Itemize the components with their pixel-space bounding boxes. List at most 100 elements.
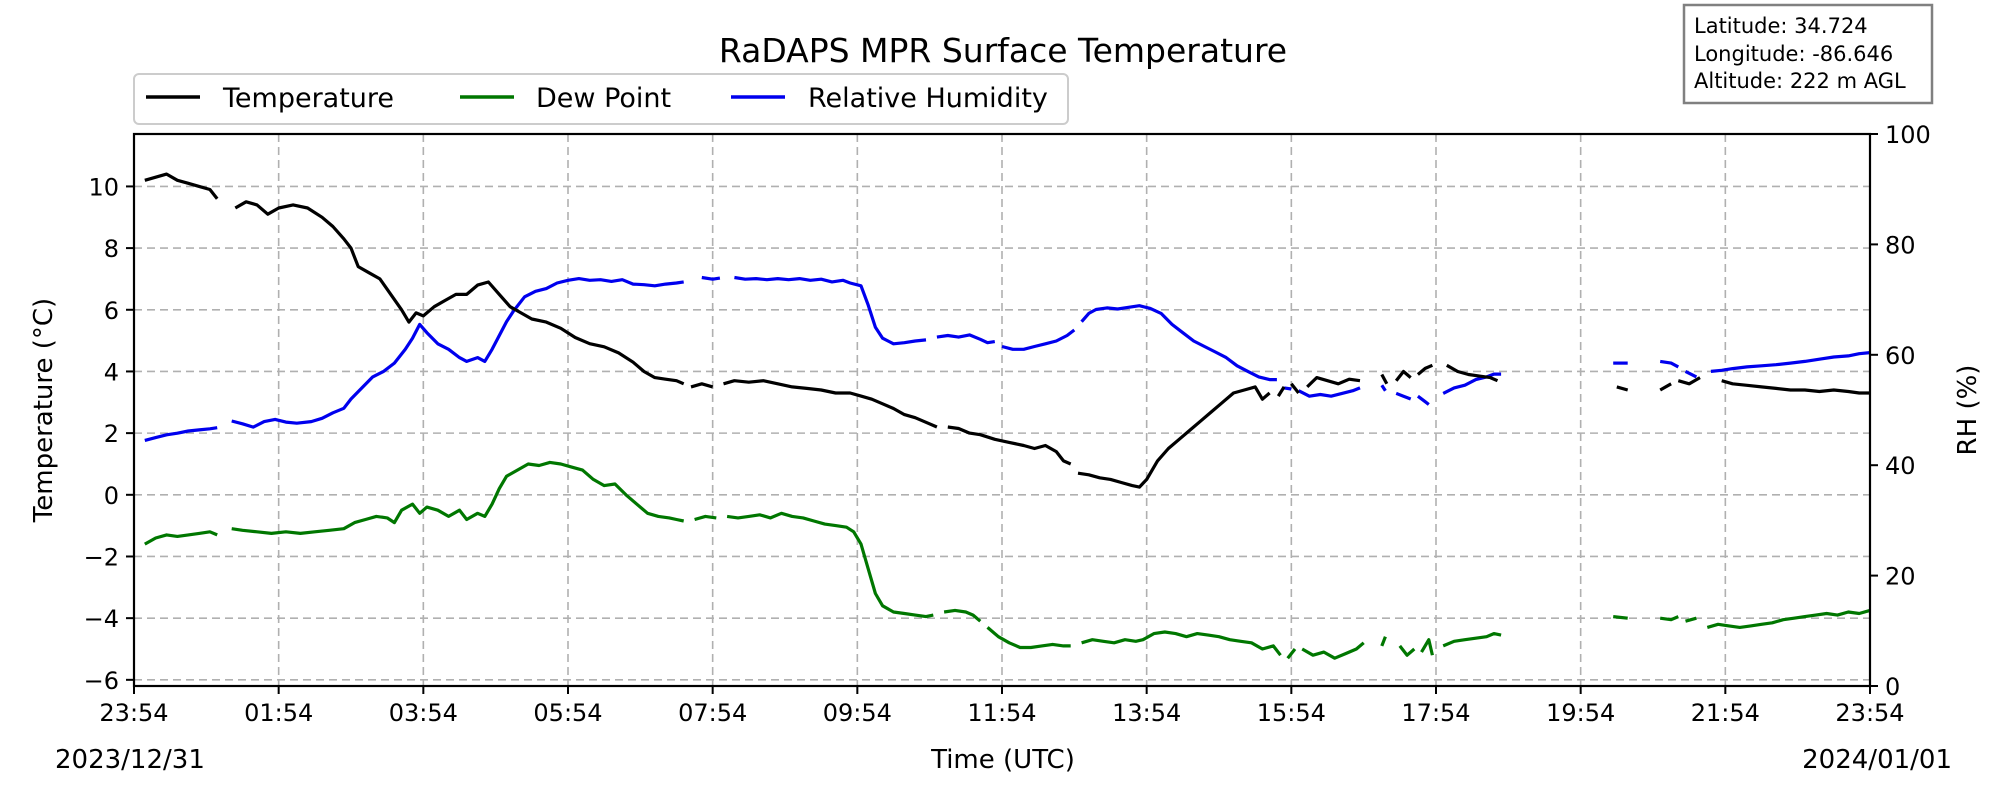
x-axis-label: Time (UTC) — [930, 745, 1075, 775]
dew-point-line-segment — [986, 626, 1071, 650]
y-tick-label-right: 100 — [1885, 121, 1931, 149]
relative-humidity-line-segment — [936, 333, 996, 345]
dew-point-line-segment — [694, 514, 717, 522]
y-tick-label-right: 40 — [1885, 452, 1916, 480]
temperature-line-segment — [1276, 386, 1286, 397]
temperature-line-segment — [947, 425, 1072, 466]
dew-point-line-segment — [726, 511, 934, 619]
y-tick-label-left: −4 — [84, 605, 119, 633]
dew-point-line-segment — [1442, 632, 1502, 648]
x-tick-label: 11:54 — [967, 699, 1036, 727]
y-tick-label-left: 4 — [104, 358, 119, 386]
relative-humidity-line-segment — [1080, 304, 1277, 382]
dew-point-line-segment — [1301, 641, 1365, 660]
y-axis-label-right: RH (%) — [1953, 365, 1983, 456]
temperature-line-segment — [1616, 385, 1629, 392]
plot-lines — [144, 172, 1871, 660]
dew-point-line-segment — [1081, 630, 1282, 657]
relative-humidity-line-segment — [1395, 391, 1412, 401]
y-tick-label-right: 80 — [1885, 231, 1916, 259]
relative-humidity-line-segment — [144, 426, 218, 442]
dew-point-line-segment — [1613, 615, 1628, 620]
dew-point-line-segment — [1685, 616, 1697, 623]
dew-point-line-segment — [144, 530, 218, 546]
altitude-text: Altitude: 222 m AGL — [1694, 69, 1906, 93]
x-axis-ticks: 23:54 01:54 03:54 05:54 07:54 09:54 11:54 13:54… — [99, 686, 1905, 727]
grid — [133, 134, 1871, 686]
location-info-box: Latitude: 34.724 Longitude: -86.646 Alti… — [1682, 3, 1934, 105]
legend-label-relative-humidity: Relative Humidity — [808, 83, 1048, 114]
relative-humidity-line-segment — [1416, 394, 1430, 406]
y-tick-label-right: 0 — [1885, 673, 1900, 701]
dew-point-line-segment — [231, 460, 685, 535]
x-tick-label: 01:54 — [244, 699, 313, 727]
temperature-line-segment — [1677, 376, 1701, 386]
legend-frame — [133, 73, 1069, 125]
dew-point-line-segment — [1398, 644, 1416, 657]
legend: Temperature Dew Point Relative Humidity — [133, 73, 1069, 125]
x-tick-label: 19:54 — [1546, 699, 1615, 727]
temperature-line-segment — [1446, 363, 1499, 383]
y-tick-label-left: 8 — [104, 235, 119, 263]
legend-label-dew-point: Dew Point — [536, 83, 671, 114]
temperature-line-segment — [234, 200, 685, 386]
y-tick-label-right: 20 — [1885, 563, 1916, 591]
legend-label-temperature: Temperature — [222, 83, 394, 114]
end-date-label: 2024/01/01 — [1802, 745, 1952, 775]
x-tick-label: 07:54 — [678, 699, 747, 727]
relative-humidity-line-segment — [734, 275, 927, 346]
temperature-line-segment — [1416, 363, 1434, 376]
x-tick-label: 21:54 — [1691, 699, 1760, 727]
x-tick-label: 17:54 — [1401, 699, 1470, 727]
chart-title: RaDAPS MPR Surface Temperature — [719, 31, 1287, 70]
x-tick-label: 15:54 — [1257, 699, 1326, 727]
y-tick-label-left: 2 — [104, 420, 119, 448]
dew-point-line-segment — [1380, 636, 1387, 647]
y-tick-label-left: −6 — [84, 667, 119, 695]
relative-humidity-line-segment — [1442, 372, 1502, 395]
y-axis-label-left: Temperature (°C) — [29, 298, 59, 523]
relative-humidity-line-segment — [1283, 386, 1292, 391]
relative-humidity-line-segment — [231, 277, 684, 429]
temperature-line-segment — [723, 379, 938, 429]
temperature-line-segment — [1290, 382, 1300, 394]
x-tick-label: 13:54 — [1112, 699, 1181, 727]
x-tick-label: 09:54 — [823, 699, 892, 727]
x-tick-label: 05:54 — [533, 699, 602, 727]
latitude-text: Latitude: 34.724 — [1694, 14, 1868, 38]
relative-humidity-line-segment — [1001, 328, 1076, 351]
relative-humidity-line-segment — [1684, 369, 1698, 379]
right-y-axis-ticks: 0 20 40 60 80 100 — [1870, 121, 1931, 701]
y-tick-label-left: −2 — [84, 543, 119, 571]
x-tick-label: 23:54 — [99, 699, 168, 727]
y-tick-label-left: 6 — [104, 297, 119, 325]
y-tick-label-left: 10 — [88, 173, 119, 201]
left-y-axis-ticks: −6 −4 −2 0 2 4 6 8 10 — [84, 173, 134, 695]
longitude-text: Longitude: -86.646 — [1694, 42, 1893, 66]
x-tick-label: 03:54 — [389, 699, 458, 727]
dew-point-line-segment — [943, 608, 982, 623]
dew-point-line-segment — [1706, 608, 1871, 629]
start-date-label: 2023/12/31 — [55, 745, 205, 775]
relative-humidity-line-segment — [701, 275, 721, 281]
info-box-frame — [1682, 3, 1934, 105]
relative-humidity-line-segment — [1380, 384, 1387, 392]
temperature-line-segment — [1306, 376, 1361, 389]
temperature-line-segment — [690, 382, 714, 389]
temperature-line-segment — [1721, 379, 1870, 395]
temperature-line-segment — [1077, 385, 1271, 489]
relative-humidity-line-segment — [1659, 359, 1680, 369]
x-tick-label: 23:54 — [1835, 699, 1904, 727]
temperature-line-segment — [144, 172, 219, 200]
temperature-line-segment — [1394, 369, 1412, 382]
relative-humidity-line-segment — [1297, 386, 1361, 398]
temperature-line-segment — [1659, 382, 1672, 392]
dew-point-line-segment — [1420, 638, 1434, 656]
relative-humidity-line-segment — [1710, 351, 1871, 373]
dew-point-line-segment — [1659, 615, 1679, 622]
temperature-line-segment — [1380, 373, 1389, 385]
y-tick-label-left: 0 — [104, 482, 119, 510]
y-tick-label-right: 60 — [1885, 342, 1916, 370]
dew-point-line-segment — [1286, 648, 1297, 660]
